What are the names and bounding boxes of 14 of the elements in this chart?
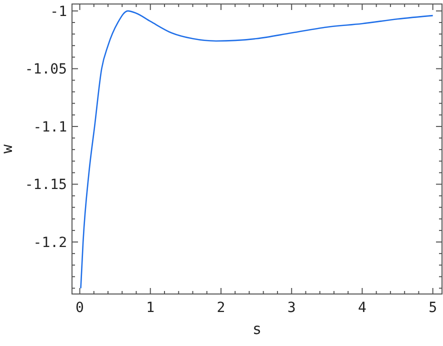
x-tick-label: 1 [146,300,155,316]
line-series [80,10,434,289]
y-tick-label: -1.05 [24,62,67,78]
x-tick-label: 0 [76,300,84,316]
x-axis-title: s [252,320,262,338]
y-axis-title: w [0,144,16,154]
y-tick-label: -1.2 [33,234,67,251]
y-tick-label: -1 [50,4,67,20]
y-tick-label: -1.1 [33,119,67,136]
y-tick-label: -1.15 [24,177,67,194]
x-tick-label: 5 [428,300,438,316]
x-tick-label: 3 [287,300,296,316]
x-tick-label: 4 [358,300,366,316]
x-tick-label: 2 [216,300,226,316]
